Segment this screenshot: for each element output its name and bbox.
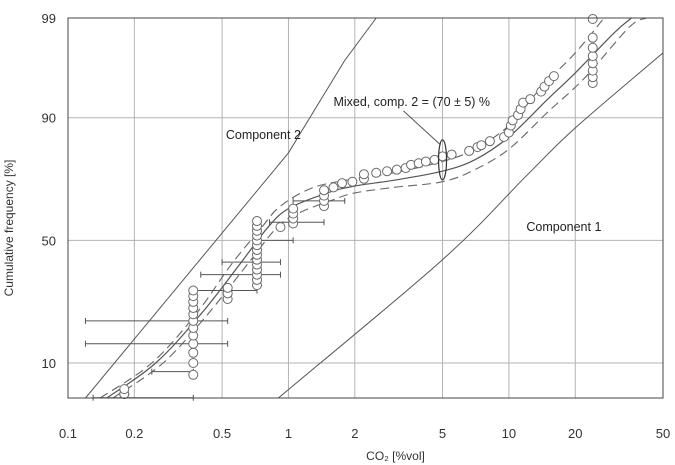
data-point	[337, 178, 348, 189]
y-axis-label: Cumulative frequency [%]	[2, 160, 16, 297]
y-tick-label: 10	[42, 356, 56, 371]
data-point	[484, 136, 495, 147]
data-point	[358, 169, 369, 180]
x-axis-label: CO₂ [%vol]	[366, 449, 425, 463]
y-tick-label: 50	[42, 233, 56, 248]
x-tick-label: 1	[285, 426, 292, 441]
component-lines	[85, 17, 664, 399]
data-point	[587, 51, 598, 62]
component-2-label: Component 2	[226, 128, 301, 142]
data-point	[587, 14, 598, 24]
data-point	[188, 369, 199, 380]
component-1-line	[278, 52, 664, 399]
x-tick-label: 0.1	[59, 426, 77, 441]
data-point	[188, 285, 199, 296]
data-point	[252, 216, 263, 227]
mixed-marker-ellipse	[437, 139, 448, 181]
data-point	[188, 347, 199, 358]
x-tick-label: 20	[568, 426, 582, 441]
error-bars	[84, 197, 346, 401]
data-point	[188, 358, 199, 368]
data-point	[275, 222, 286, 233]
data-point	[464, 145, 475, 156]
y-tick-label: 90	[42, 111, 56, 126]
x-tick-label: 5	[439, 426, 446, 441]
data-point	[288, 203, 299, 214]
confidence-band	[99, 17, 647, 399]
x-tick-label: 50	[656, 426, 670, 441]
data-point	[319, 185, 330, 196]
data-point	[476, 140, 487, 151]
data-point	[222, 282, 233, 293]
data-point	[587, 32, 598, 43]
plot-frame	[67, 17, 664, 399]
mixed-label-leader	[403, 110, 441, 146]
data-point	[119, 384, 130, 395]
data-point	[328, 182, 339, 193]
mixed-label: Mixed, comp. 2 = (70 ± 5) %	[333, 95, 490, 109]
data-point	[525, 94, 536, 105]
data-point	[347, 176, 358, 187]
data-point	[446, 149, 457, 160]
data-point	[382, 166, 393, 177]
data-point	[587, 42, 598, 53]
annotations: Component 2 Component 1 Mixed, comp. 2 =…	[226, 95, 602, 234]
component-1-label: Component 1	[526, 220, 601, 234]
y-axis-ticks: 10 50 90 99	[42, 11, 56, 371]
x-tick-label: 0.2	[125, 426, 143, 441]
x-axis-ticks: 0.1 0.2 0.5 1 2 5 10 20 50	[59, 426, 670, 441]
confidence-band-upper	[99, 17, 605, 399]
data-point	[437, 151, 448, 162]
x-tick-label: 2	[351, 426, 358, 441]
x-tick-label: 0.5	[213, 426, 231, 441]
x-tick-label: 10	[502, 426, 516, 441]
data-point	[188, 338, 199, 349]
data-point	[420, 156, 431, 167]
data-point	[548, 71, 559, 82]
mixed-fit-line	[106, 17, 632, 399]
data-point	[391, 164, 402, 175]
component-2-line	[85, 17, 377, 399]
data-point	[371, 167, 382, 178]
data-points	[119, 14, 598, 399]
y-tick-label: 99	[42, 11, 56, 26]
